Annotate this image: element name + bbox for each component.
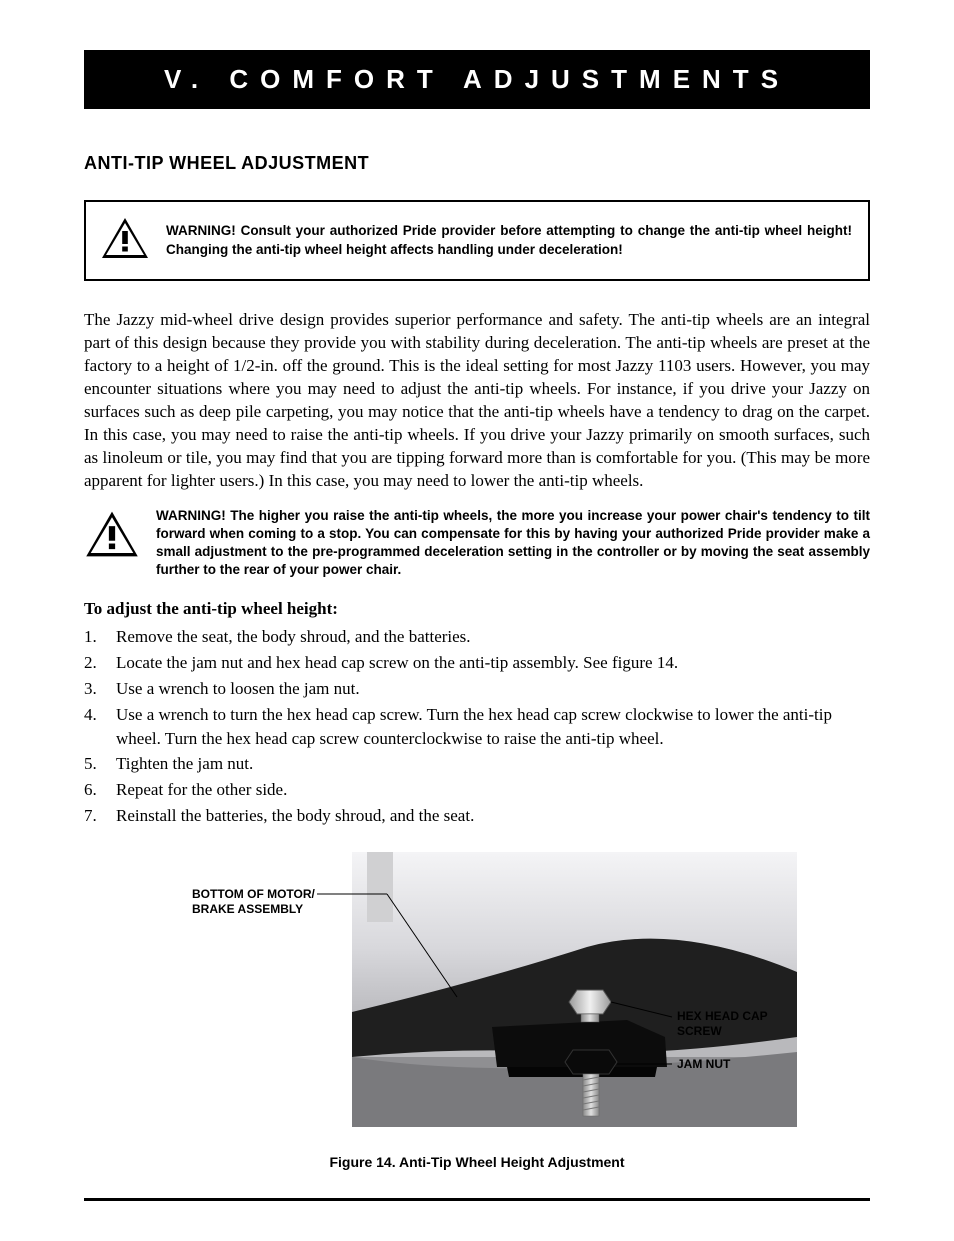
- step-item: Remove the seat, the body shroud, and th…: [84, 625, 870, 649]
- section-title: ANTI-TIP WHEEL ADJUSTMENT: [84, 153, 870, 174]
- body-paragraph: The Jazzy mid-wheel drive design provide…: [84, 309, 870, 493]
- warning-text-1: WARNING! Consult your authorized Pride p…: [166, 222, 852, 258]
- footer-rule: [84, 1198, 870, 1201]
- step-item: Repeat for the other side.: [84, 778, 870, 802]
- step-item: Locate the jam nut and hex head cap scre…: [84, 651, 870, 675]
- figure-image: BOTTOM OF MOTOR/ BRAKE ASSEMBLY HEX HEAD…: [157, 852, 797, 1142]
- figure-caption: Figure 14. Anti-Tip Wheel Height Adjustm…: [84, 1154, 870, 1170]
- warning-icon: [84, 509, 140, 564]
- figure-label-jam-nut: JAM NUT: [677, 1057, 731, 1071]
- step-item: Tighten the jam nut.: [84, 752, 870, 776]
- warning-box-1: WARNING! Consult your authorized Pride p…: [84, 200, 870, 281]
- step-item: Use a wrench to turn the hex head cap sc…: [84, 703, 870, 751]
- chapter-title-bar: V. COMFORT ADJUSTMENTS: [84, 50, 870, 109]
- figure-14: BOTTOM OF MOTOR/ BRAKE ASSEMBLY HEX HEAD…: [84, 852, 870, 1170]
- steps-heading: To adjust the anti-tip wheel height:: [84, 599, 870, 619]
- warning-inline-2: WARNING! The higher you raise the anti-t…: [84, 507, 870, 580]
- chapter-title: V. COMFORT ADJUSTMENTS: [164, 64, 790, 94]
- step-item: Use a wrench to loosen the jam nut.: [84, 677, 870, 701]
- document-page: V. COMFORT ADJUSTMENTS ANTI-TIP WHEEL AD…: [0, 0, 954, 1241]
- step-item: Reinstall the batteries, the body shroud…: [84, 804, 870, 828]
- steps-list: Remove the seat, the body shroud, and th…: [84, 625, 870, 827]
- warning-icon: [100, 216, 150, 265]
- figure-label-motor-brake: BOTTOM OF MOTOR/ BRAKE ASSEMBLY: [192, 887, 318, 916]
- warning-text-2: WARNING! The higher you raise the anti-t…: [156, 507, 870, 580]
